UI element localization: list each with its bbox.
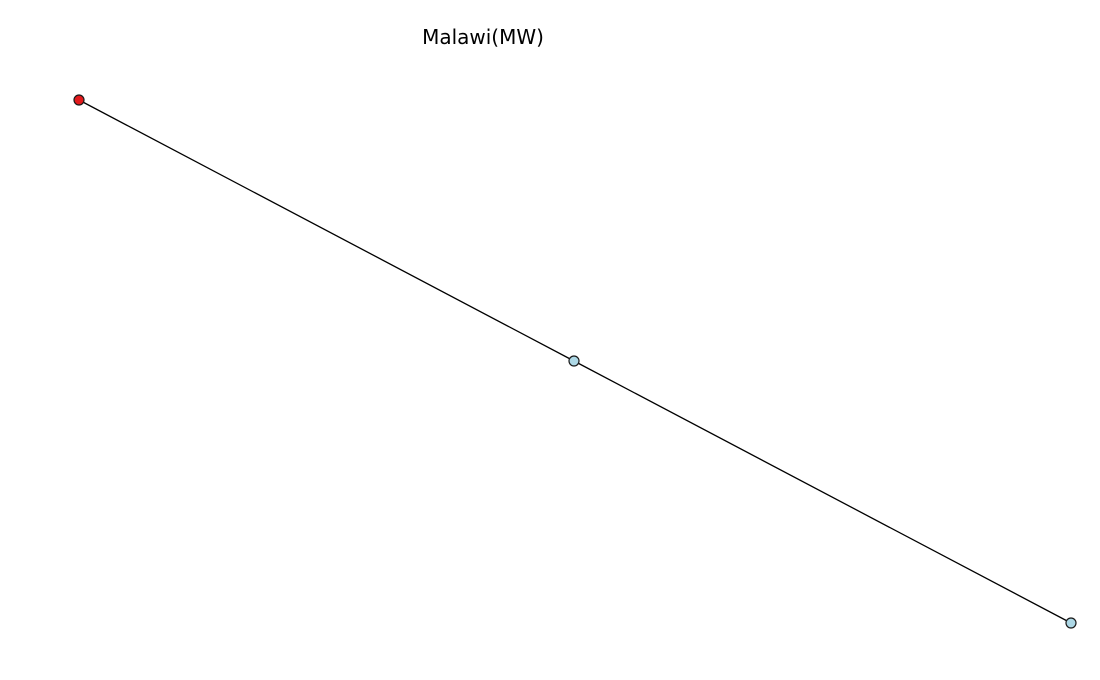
graph-node-n1 bbox=[568, 355, 580, 367]
graph-title: Malawi(MW) bbox=[422, 25, 544, 49]
graph-node-n0-highlighted bbox=[73, 94, 85, 106]
graph-node-n2 bbox=[1065, 617, 1077, 629]
graph-edge-0 bbox=[78, 99, 575, 362]
graph-edge-1 bbox=[573, 360, 1072, 624]
nodes-layer bbox=[73, 94, 1077, 629]
edges-layer bbox=[78, 99, 1072, 624]
